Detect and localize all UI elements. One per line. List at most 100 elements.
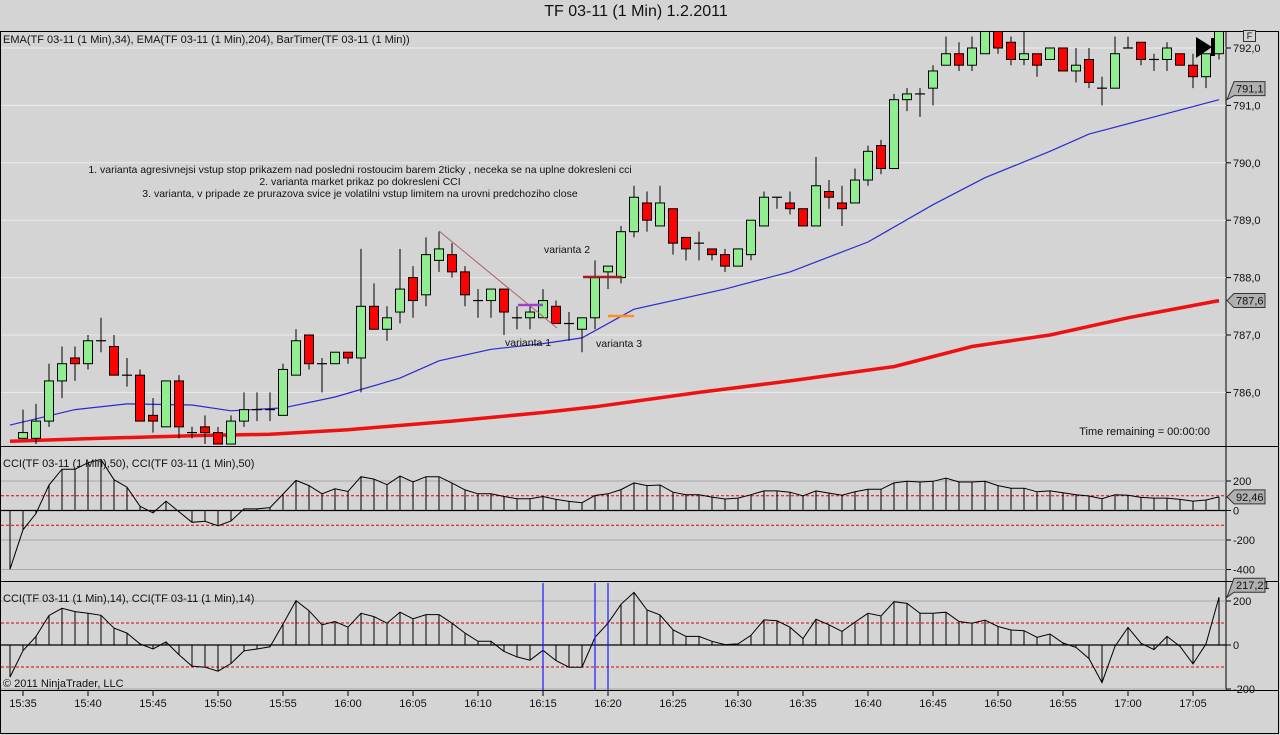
cci-tick-label: 0 xyxy=(1233,506,1239,518)
candle xyxy=(473,289,483,318)
candle-body xyxy=(460,271,470,296)
candle-body xyxy=(135,374,145,422)
candle-body xyxy=(603,265,613,273)
candle-body xyxy=(109,345,119,376)
current-bar-marker xyxy=(1211,38,1215,56)
candle xyxy=(96,317,106,353)
candle-body xyxy=(148,414,158,422)
last-value-tag xyxy=(1226,489,1266,505)
cci-line xyxy=(9,591,1220,684)
cci50-series xyxy=(9,458,1220,570)
candle xyxy=(1162,42,1172,71)
candle-body xyxy=(798,208,808,227)
ema204-path xyxy=(9,298,1220,443)
last-value-text: 787,6 xyxy=(1236,296,1264,308)
candle-body xyxy=(486,288,496,302)
candle xyxy=(1045,47,1055,60)
candle-body xyxy=(954,53,964,66)
cci50-grid: 200 0 -200 -400 xyxy=(1,476,1255,577)
candle-body xyxy=(980,32,990,55)
cci-tick-label: -400 xyxy=(1233,565,1255,577)
candle-body xyxy=(850,179,860,204)
candle xyxy=(1214,32,1224,60)
candle-body xyxy=(538,300,548,319)
candle-body xyxy=(291,340,301,376)
candle xyxy=(993,32,1003,54)
time-tick-label: 16:50 xyxy=(984,698,1012,710)
candle xyxy=(252,392,262,422)
candle xyxy=(759,191,769,227)
candle-body xyxy=(44,380,54,422)
candle xyxy=(122,357,132,387)
candle xyxy=(577,317,587,353)
candle xyxy=(1097,76,1107,106)
candle xyxy=(772,196,782,209)
varianta3-label: varianta 3 xyxy=(596,338,642,350)
candle xyxy=(1201,53,1211,89)
candle xyxy=(512,306,522,330)
time-tick-label: 15:50 xyxy=(204,698,232,710)
candle-body xyxy=(1006,41,1016,60)
trend-line-drawing[interactable] xyxy=(438,230,558,329)
candle-body xyxy=(837,202,847,210)
candle-body xyxy=(499,288,509,313)
candle xyxy=(746,219,756,261)
candle-body xyxy=(1032,53,1042,66)
candle xyxy=(681,236,691,261)
candle xyxy=(486,288,496,318)
candle-body xyxy=(824,191,834,198)
candle-body xyxy=(525,311,535,319)
candle-body xyxy=(1175,53,1185,66)
candle xyxy=(382,306,392,341)
candle-body xyxy=(889,99,899,170)
candle xyxy=(161,380,171,428)
copyright: © 2011 NinjaTrader, LLC xyxy=(3,678,124,690)
candle xyxy=(434,231,444,272)
cci14-series xyxy=(9,583,1220,690)
time-tick-label: 15:55 xyxy=(269,698,297,710)
candle-body xyxy=(785,202,795,210)
candle xyxy=(291,329,301,376)
time-tick-label: 16:05 xyxy=(399,698,427,710)
candle xyxy=(356,248,366,393)
candle-body xyxy=(1071,64,1081,72)
price-tick-label: 790,0 xyxy=(1233,158,1261,170)
candle xyxy=(941,36,951,66)
candle-body xyxy=(1214,32,1224,55)
price-tick-label: 792,0 xyxy=(1233,43,1261,55)
candle xyxy=(499,288,509,335)
candle-body xyxy=(746,219,756,256)
cci-line xyxy=(9,458,1220,570)
ema34-line xyxy=(9,99,1220,426)
candle xyxy=(57,346,67,399)
candle xyxy=(642,191,652,232)
candle xyxy=(564,312,574,341)
candle-body xyxy=(967,47,977,66)
candle-body xyxy=(733,248,743,267)
candle xyxy=(304,334,314,370)
candle-body xyxy=(31,420,41,439)
candle-body xyxy=(941,53,951,66)
candle xyxy=(174,375,184,439)
ema204-line xyxy=(9,298,1220,443)
note-line-3: 3. varianta, v pripade ze prurazova svic… xyxy=(142,188,578,200)
candle xyxy=(1136,41,1146,66)
candle-body xyxy=(57,363,67,382)
time-tick-label: 17:05 xyxy=(1179,698,1207,710)
candle xyxy=(733,248,743,267)
candle xyxy=(278,363,288,416)
last-value-tag xyxy=(1226,293,1266,309)
candle-body xyxy=(421,254,431,296)
candle-body xyxy=(239,409,249,422)
f-button[interactable]: F xyxy=(1243,30,1256,42)
candle xyxy=(1188,53,1198,89)
candle xyxy=(629,185,639,238)
last-value-tag xyxy=(1225,577,1266,599)
candle xyxy=(980,32,990,55)
time-axis: 15:35 15:40 15:45 15:50 15:55 16:00 16:05 16:10… xyxy=(9,690,1207,710)
candle xyxy=(915,88,925,117)
candle xyxy=(525,306,535,330)
candle xyxy=(889,93,899,170)
candle xyxy=(876,139,886,175)
